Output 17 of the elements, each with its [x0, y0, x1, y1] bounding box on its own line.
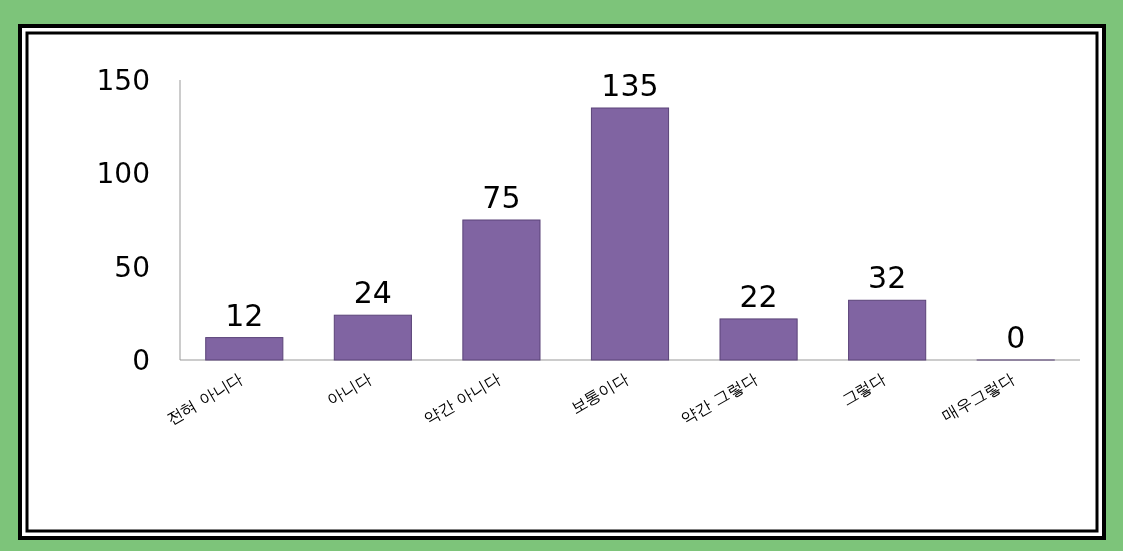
data-label: 75 [482, 180, 521, 215]
bar [205, 337, 284, 361]
data-label: 32 [868, 260, 907, 296]
y-tick-label: 150 [96, 64, 150, 97]
bar [590, 107, 670, 361]
y-tick-label: 100 [96, 157, 150, 191]
bar [462, 219, 541, 361]
bar [719, 318, 798, 361]
data-label: 0 [1006, 320, 1026, 355]
bar [333, 314, 412, 361]
data-label: 12 [225, 297, 264, 333]
y-tick-label: 0 [132, 344, 150, 377]
y-tick-label: 50 [114, 250, 150, 284]
data-label: 22 [739, 278, 778, 314]
bar [848, 299, 927, 361]
data-label: 24 [353, 275, 392, 311]
data-label: 135 [601, 68, 659, 103]
